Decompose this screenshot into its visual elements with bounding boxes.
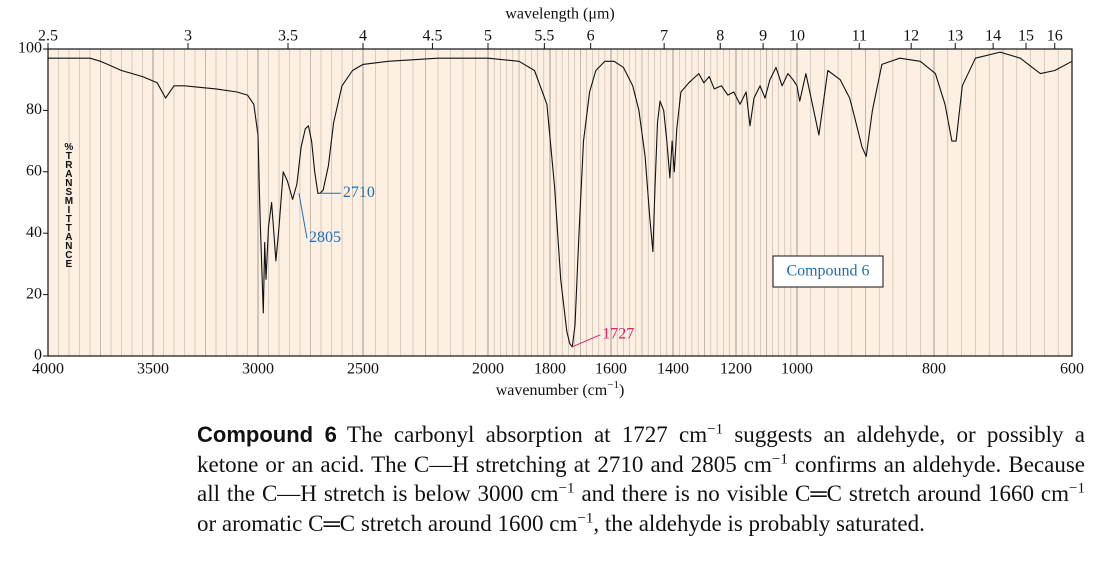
x-tick-label: 3000	[242, 361, 274, 378]
x2-axis-title: wavelength (μm)	[505, 6, 614, 23]
x-tick-label: 2000	[472, 361, 504, 378]
caption-superscript: −1	[707, 421, 724, 438]
annotation-label: 2710	[343, 184, 375, 201]
grid	[47, 49, 1073, 356]
x2-tick-label: 12	[903, 28, 919, 45]
spectrum-line	[48, 51, 1073, 348]
x-axis-title-part: wavenumber (cm	[496, 382, 608, 399]
x2-tick-label: 13	[947, 28, 963, 45]
y-tick-label: 60	[26, 162, 42, 179]
chart: wavelength (μm) wavenumber (cm−1) %TRANS…	[18, 6, 1084, 399]
x2-tick-label: 7	[660, 28, 668, 45]
annotation-leader	[572, 334, 601, 348]
x-tick-label: 1400	[657, 361, 689, 378]
y-tick-label: 0	[34, 347, 42, 364]
x2-tick-label: 2.5	[38, 28, 58, 45]
caption-label: Compound 6	[197, 422, 337, 447]
annotation-label: 1727	[602, 325, 634, 342]
x-tick-label: 1800	[534, 361, 566, 378]
x2-tick-label: 4.5	[422, 28, 442, 45]
x2-tick-label: 8	[716, 28, 724, 45]
x2-tick-label: 11	[852, 28, 867, 45]
x2-tick-label: 5	[484, 28, 492, 45]
box	[772, 255, 884, 288]
x-axis-title-part: −1	[607, 379, 619, 391]
x2-tick-label: 4	[359, 28, 367, 45]
y-tick-label: 80	[26, 101, 42, 118]
x2-tick-label: 9	[759, 28, 767, 45]
x-tick-label: 3500	[137, 361, 169, 378]
plot-background	[48, 49, 1072, 356]
x2-tick-label: 3.5	[278, 28, 298, 45]
x-axis-title: wavenumber (cm−1)	[496, 379, 625, 399]
caption-superscript: −1	[1069, 480, 1085, 497]
annotation-label: 2805	[309, 229, 341, 246]
caption-superscript: −1	[558, 480, 575, 497]
caption-superscript: −1	[577, 509, 594, 526]
x-tick-label: 1200	[720, 361, 752, 378]
caption-text: or aromatic C═C stretch around 1600 cm	[197, 510, 578, 536]
x2-tick-label: 5.5	[534, 28, 554, 45]
x2-tick-label: 10	[789, 28, 805, 45]
caption-text: The carbonyl absorption at 1727 cm	[346, 422, 708, 447]
x2-tick-label: 6	[587, 28, 595, 45]
x-tick-label: 1000	[781, 361, 813, 378]
x2-tick-label: 15	[1018, 28, 1034, 45]
x-tick-label: 4000	[32, 361, 64, 378]
x-tick-label: 2500	[347, 361, 379, 378]
caption-text: confirms an aldehyde. Because all the C—…	[197, 451, 1085, 507]
plot-frame	[47, 48, 1073, 357]
x-tick-label: 600	[1060, 361, 1084, 378]
x2-tick-label: 3	[184, 28, 192, 45]
caption: Compound 6 The carbonyl absorption at 172…	[197, 420, 1085, 538]
caption-text: and there is no visible C═C stretch arou…	[574, 481, 1070, 506]
caption-text: , the aldehyde is probably saturated.	[593, 510, 925, 536]
x-axis-title-part: )	[619, 382, 624, 399]
x-tick-label: 1600	[595, 361, 627, 378]
y-axis-title: %TRANSMITTANCE	[63, 142, 74, 268]
box-label: Compound 6	[786, 263, 869, 280]
x2-tick-label: 16	[1047, 28, 1063, 45]
caption-superscript: −1	[771, 450, 788, 467]
y-tick-label: 100	[18, 40, 42, 57]
y-tick-label: 40	[26, 224, 42, 241]
x2-tick-label: 14	[985, 28, 1001, 45]
annotation-leader	[298, 193, 308, 239]
x-tick-label: 800	[922, 361, 946, 378]
y-tick-label: 20	[26, 285, 42, 302]
caption-text: suggests an aldehyde, or possibly a keto…	[197, 422, 1085, 477]
